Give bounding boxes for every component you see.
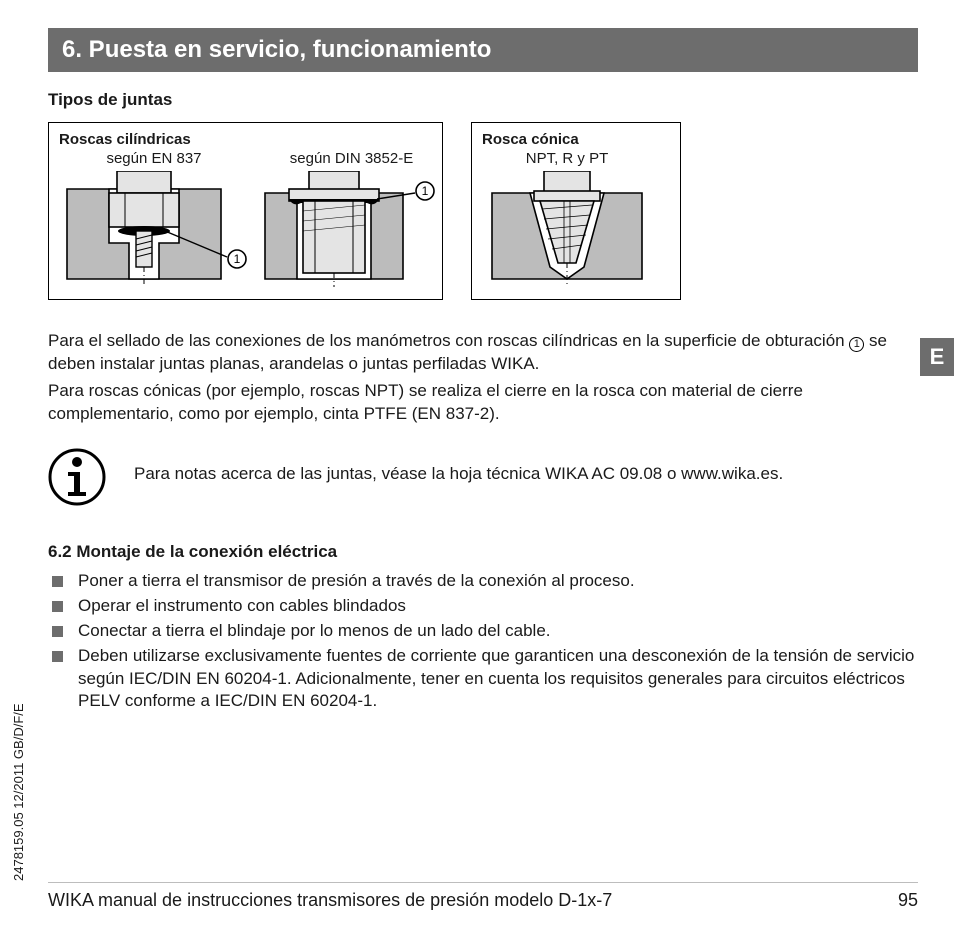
caption-en837: según EN 837 [106, 150, 201, 167]
section-header: 6. Puesta en servicio, funcionamiento [48, 28, 918, 72]
diagram-din3852: según DIN 3852-E [259, 150, 444, 289]
footer-text: WIKA manual de instrucciones transmisore… [48, 890, 612, 911]
page-content: 6. Puesta en servicio, funcionamiento Ti… [48, 28, 918, 715]
caption-npt: NPT, R y PT [526, 150, 609, 167]
bullet-list: Poner a tierra el transmisor de presión … [48, 570, 918, 714]
page-footer: WIKA manual de instrucciones transmisore… [48, 883, 918, 911]
subheading-6-2: 6.2 Montaje de la conexión eléctrica [48, 542, 918, 562]
page-number: 95 [898, 890, 918, 911]
language-tab: E [920, 338, 954, 376]
callout-1a: 1 [234, 252, 241, 266]
para-sealing-2: Para roscas cónicas (por ejemplo, roscas… [48, 380, 918, 426]
info-note: Para notas acerca de las juntas, véase l… [48, 448, 918, 506]
diagram-npt: NPT, R y PT [482, 150, 652, 289]
subtitle-tipos: Tipos de juntas [48, 90, 918, 110]
caption-din3852: según DIN 3852-E [290, 150, 413, 167]
thread-diagram-din3852: 1 [259, 171, 444, 289]
thread-diagram-npt [482, 171, 652, 289]
diagram-en837: según EN 837 [59, 150, 249, 289]
list-item: Poner a tierra el transmisor de presión … [52, 570, 918, 593]
group-cylindrical: Roscas cilíndricas según EN 837 [48, 122, 443, 300]
document-reference: 2478159.05 12/2011 GB/D/F/E [11, 703, 26, 881]
group-tapered: Rosca cónica NPT, R y PT [471, 122, 681, 300]
diagrams-row: Roscas cilíndricas según EN 837 [48, 122, 918, 300]
group-cylindrical-title: Roscas cilíndricas [59, 131, 432, 148]
thread-diagram-en837: 1 [59, 171, 249, 289]
para-sealing-1: Para el sellado de las conexiones de los… [48, 330, 918, 376]
list-item: Operar el instrumento con cables blindad… [52, 595, 918, 618]
info-icon [48, 448, 106, 506]
callout-1b: 1 [422, 184, 429, 198]
info-text: Para notas acerca de las juntas, véase l… [134, 463, 783, 486]
group-tapered-title: Rosca cónica [482, 131, 670, 148]
list-item: Deben utilizarse exclusivamente fuentes … [52, 645, 918, 714]
inline-callout-1: 1 [849, 337, 864, 352]
list-item: Conectar a tierra el blindaje por lo men… [52, 620, 918, 643]
paragraph-block: Para el sellado de las conexiones de los… [48, 330, 918, 426]
